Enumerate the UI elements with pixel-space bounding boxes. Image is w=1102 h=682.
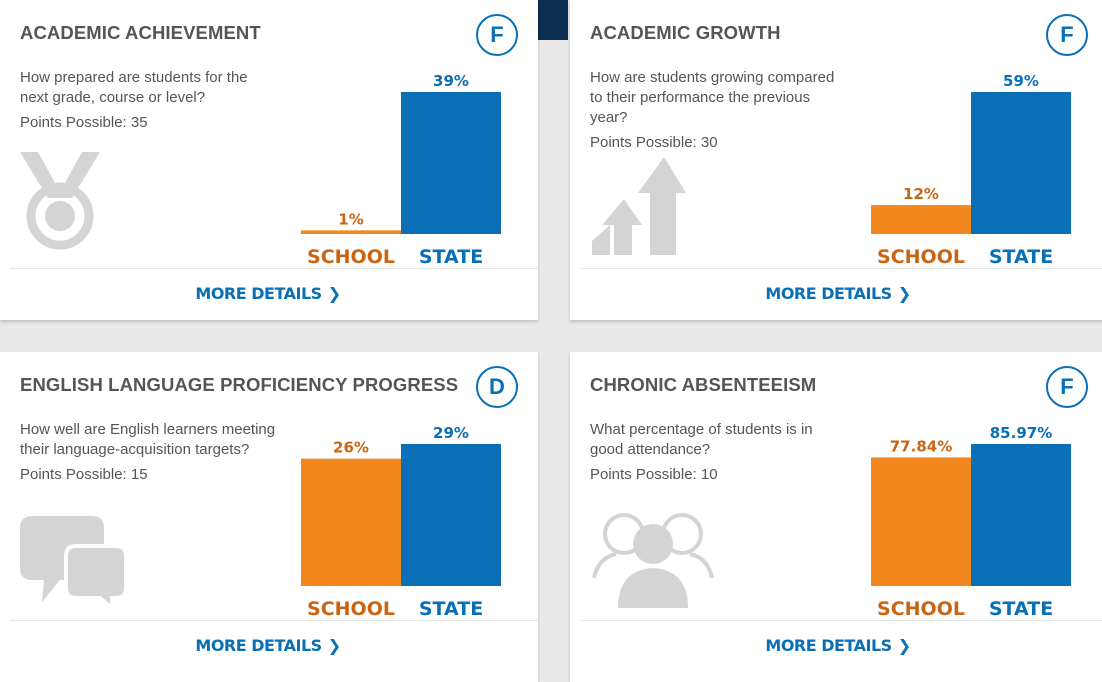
bar-chart: 77.84% SCHOOL 85.97% STATE [871, 424, 1071, 620]
card-title: ACADEMIC ACHIEVEMENT [20, 22, 261, 43]
value-label: 59% [1003, 72, 1039, 90]
more-details-link[interactable]: MORE DETAILS ❯ [168, 636, 368, 655]
more-details-label: MORE DETAILS [765, 636, 892, 655]
people-icon [592, 513, 714, 608]
chevron-right-icon: ❯ [897, 636, 911, 655]
medal-icon [20, 152, 100, 250]
bar-state [971, 92, 1071, 234]
bar-state [401, 92, 501, 234]
bar-school [301, 230, 401, 234]
more-details-link[interactable]: MORE DETAILS ❯ [738, 284, 938, 303]
card-title: CHRONIC ABSENTEEISM [590, 374, 817, 395]
category-label: SCHOOL [877, 246, 965, 268]
card-academic-growth: ACADEMIC GROWTH F How are students growi… [570, 0, 1102, 320]
card-divider [580, 620, 1102, 621]
bar-state [971, 444, 1071, 586]
card-description: How are students growing compared to the… [590, 68, 850, 153]
more-details-link[interactable]: MORE DETAILS ❯ [738, 636, 938, 655]
category-label: SCHOOL [307, 246, 395, 268]
card-divider [10, 620, 538, 621]
bar-chart: 1% SCHOOL 39% STATE [301, 72, 501, 268]
top-accent-bar [538, 0, 568, 40]
card-chronic-absenteeism: CHRONIC ABSENTEEISM F What percentage of… [570, 352, 1102, 682]
growth-arrows-icon [592, 157, 686, 255]
more-details-label: MORE DETAILS [195, 636, 322, 655]
bar-school [871, 457, 971, 586]
category-label: STATE [419, 246, 483, 268]
value-label: 26% [333, 439, 369, 457]
card-question: How prepared are students for the next g… [20, 69, 248, 106]
card-description: What percentage of students is in good a… [590, 420, 850, 485]
bar-chart: 26% SCHOOL 29% STATE [301, 424, 501, 620]
category-label: STATE [419, 598, 483, 620]
chevron-right-icon: ❯ [327, 284, 341, 303]
grade-badge: F [1046, 14, 1088, 56]
chevron-right-icon: ❯ [897, 284, 911, 303]
card-description: How well are English learners meeting th… [20, 420, 280, 485]
card-description: How prepared are students for the next g… [20, 68, 280, 133]
points-possible: Points Possible: 35 [20, 114, 148, 131]
points-possible: Points Possible: 30 [590, 134, 718, 151]
card-title: ENGLISH LANGUAGE PROFICIENCY PROGRESS [20, 374, 459, 395]
card-question: How well are English learners meeting th… [20, 421, 276, 458]
card-academic-achievement: ACADEMIC ACHIEVEMENT F How prepared are … [0, 0, 538, 320]
value-label: 39% [433, 72, 469, 90]
card-title: ACADEMIC GROWTH [590, 22, 781, 43]
more-details-label: MORE DETAILS [765, 284, 892, 303]
points-possible: Points Possible: 15 [20, 466, 148, 483]
points-possible: Points Possible: 10 [590, 466, 718, 483]
value-label: 77.84% [890, 437, 952, 455]
grade-badge: D [476, 366, 518, 408]
value-label: 1% [338, 210, 363, 228]
value-label: 29% [433, 424, 469, 442]
value-label: 12% [903, 185, 939, 203]
bar-state [401, 444, 501, 586]
card-question: What percentage of students is in good a… [590, 421, 813, 458]
value-label: 85.97% [990, 424, 1052, 442]
card-english-language-proficiency: ENGLISH LANGUAGE PROFICIENCY PROGRESS D … [0, 352, 538, 682]
category-label: STATE [989, 598, 1053, 620]
more-details-label: MORE DETAILS [195, 284, 322, 303]
grade-badge: F [476, 14, 518, 56]
category-label: SCHOOL [307, 598, 395, 620]
bar-school [871, 205, 971, 234]
speech-bubbles-icon [20, 516, 128, 608]
card-divider [10, 268, 538, 269]
card-question: How are students growing compared to the… [590, 69, 835, 126]
grade-badge: F [1046, 366, 1088, 408]
category-label: STATE [989, 246, 1053, 268]
category-label: SCHOOL [877, 598, 965, 620]
bar-chart: 12% SCHOOL 59% STATE [871, 72, 1071, 268]
more-details-link[interactable]: MORE DETAILS ❯ [168, 284, 368, 303]
card-divider [580, 268, 1102, 269]
bar-school [301, 458, 401, 586]
chevron-right-icon: ❯ [327, 636, 341, 655]
